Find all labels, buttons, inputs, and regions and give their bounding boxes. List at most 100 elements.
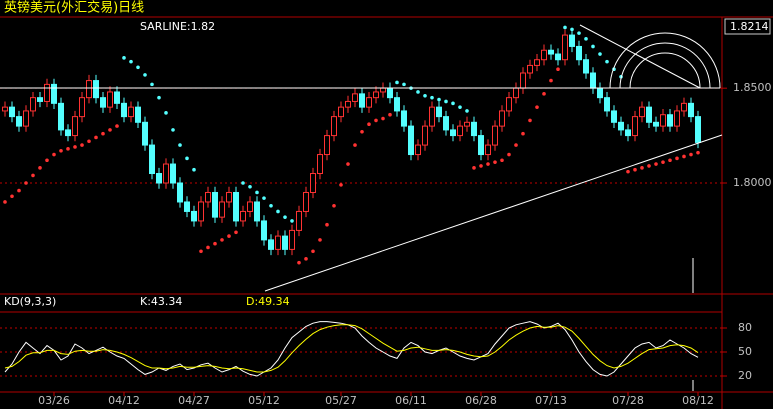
candle-body [590, 72, 596, 89]
sar-dot [17, 188, 21, 193]
sar-dot [157, 95, 161, 100]
sar-dot [381, 116, 385, 121]
sar-dot [514, 143, 518, 147]
candle-body [338, 106, 344, 118]
sar-dot [444, 99, 448, 104]
sar-dot [283, 215, 287, 219]
candle-body [289, 229, 295, 250]
sar-dot [577, 31, 581, 35]
sar-dot [171, 128, 175, 132]
sar-dot [108, 128, 112, 132]
candle-body [331, 116, 337, 137]
candle-body [604, 97, 610, 112]
candle-body [240, 210, 246, 222]
candle-body [149, 144, 155, 175]
candle-body [492, 125, 498, 146]
sar-dot [297, 260, 301, 265]
candle-body [408, 125, 414, 156]
sar-dot [633, 167, 637, 172]
sar-dot [87, 139, 91, 144]
candle-body [219, 201, 225, 218]
sar-dot [521, 131, 525, 136]
sar-dot [311, 249, 315, 254]
sar-dot [535, 105, 539, 109]
candle-body [2, 106, 8, 112]
sar-dot [395, 80, 399, 85]
candle-body [548, 49, 554, 55]
chart-title: 英镑美元(外汇交易)日线 [4, 0, 144, 16]
candle-body [135, 106, 141, 123]
candle-body [387, 87, 393, 99]
y-tick-label: 50 [738, 345, 752, 358]
candle-body [282, 235, 288, 250]
sar-dot [367, 122, 371, 127]
sar-dot [584, 37, 588, 41]
sar-dot [227, 234, 231, 238]
candle-body [226, 191, 232, 203]
sar-dot [52, 152, 56, 157]
candle-body [72, 116, 78, 137]
candle-body [534, 59, 540, 66]
candle-body [359, 93, 365, 108]
candle-body [576, 45, 582, 61]
candle-body [632, 116, 638, 137]
candle-body [583, 59, 589, 74]
sar-dot [276, 209, 280, 214]
sar-dot [248, 184, 252, 189]
x-tick-label: 06/11 [395, 394, 427, 407]
sar-dot [185, 156, 189, 161]
candle-body [415, 144, 421, 156]
candle-body [23, 110, 29, 127]
sar-dot [472, 166, 476, 170]
x-tick-label: 04/27 [178, 394, 210, 407]
candle-body [114, 91, 120, 104]
sar-dot [647, 164, 651, 168]
sar-dot [325, 222, 329, 227]
candle-body [597, 87, 603, 99]
sar-dot [374, 118, 378, 123]
candle-body [317, 154, 323, 175]
candle-body [121, 102, 127, 118]
sar-dot [696, 150, 700, 155]
current-price: 1.8214 [730, 20, 769, 33]
candle-body [163, 163, 169, 184]
candle-body [380, 87, 386, 93]
sar-dot [213, 241, 217, 246]
sar-dot [122, 56, 126, 60]
sar-dot [542, 92, 546, 96]
sar-dot [570, 27, 574, 32]
candle-body [205, 191, 211, 203]
candle-body [618, 121, 624, 131]
candle-body [261, 220, 267, 241]
sar-dot [206, 245, 210, 250]
sar-dot [129, 59, 133, 64]
sar-dot [241, 181, 245, 185]
x-tick-label: 05/12 [248, 394, 280, 407]
candle-body [177, 182, 183, 203]
candle-body [422, 125, 428, 146]
x-tick-label: 07/28 [612, 394, 644, 407]
sar-dot [549, 78, 553, 83]
candle-body [233, 191, 239, 222]
sar-dot [255, 190, 259, 195]
candle-body [443, 116, 449, 131]
candle-body [499, 110, 505, 127]
candle-body [93, 80, 99, 99]
candle-body [37, 97, 43, 102]
candle-body [464, 121, 470, 127]
sar-dot [290, 219, 294, 223]
price-box [724, 18, 771, 35]
x-tick-label: 03/26 [38, 394, 70, 407]
sar-dot [437, 97, 441, 102]
y-tick-label: 1.8000 [733, 176, 772, 189]
candle-body [324, 135, 330, 156]
sar-dot [507, 152, 511, 157]
x-tick-label: 04/12 [108, 394, 140, 407]
sar-dot [73, 145, 77, 149]
candle-body [646, 106, 652, 123]
sar-dot [451, 101, 455, 106]
sar-dot [479, 164, 483, 168]
candle-body [373, 91, 379, 99]
